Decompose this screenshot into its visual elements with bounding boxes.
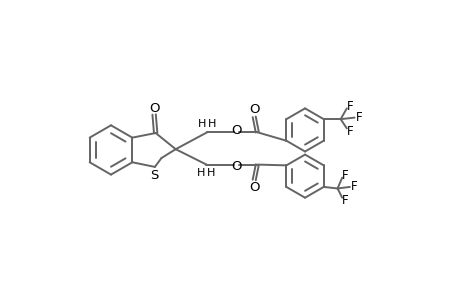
- Text: O: O: [231, 124, 241, 137]
- Text: O: O: [149, 102, 159, 115]
- Text: H: H: [197, 119, 206, 129]
- Text: F: F: [355, 111, 362, 124]
- Text: S: S: [150, 169, 158, 182]
- Text: F: F: [341, 169, 348, 182]
- Text: H: H: [207, 119, 216, 129]
- Text: O: O: [231, 160, 241, 172]
- Text: O: O: [248, 181, 259, 194]
- Text: F: F: [350, 180, 356, 194]
- Text: F: F: [347, 100, 353, 112]
- Text: H: H: [196, 168, 205, 178]
- Text: F: F: [347, 125, 353, 138]
- Text: O: O: [248, 103, 259, 116]
- Text: H: H: [207, 168, 215, 178]
- Text: F: F: [341, 194, 348, 207]
